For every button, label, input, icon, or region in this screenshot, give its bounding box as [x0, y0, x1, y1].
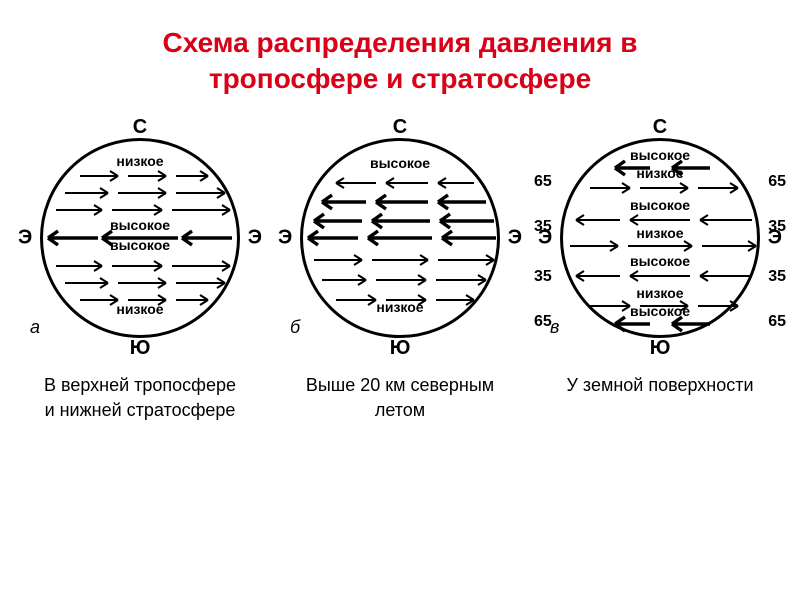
title-line1: Схема распределения давления в	[162, 27, 637, 58]
band-label-4: высокое	[630, 253, 690, 269]
diagram-б: С Ю Э Эб высокое низкое Выше 20 км северным лет…	[275, 118, 525, 423]
panel-letter: б	[290, 317, 300, 338]
deg-label-7: 65	[768, 313, 786, 331]
band-label-1: низкое	[636, 165, 683, 181]
circle-svg: высокое низкое высокое низкое высокое низкое в…	[560, 138, 760, 338]
deg-label-1: 65	[768, 173, 786, 191]
caption-line1: У земной поверхности	[566, 375, 753, 395]
cardinal-N: С	[653, 116, 667, 139]
title-line2: тропосфере и стратосфере	[209, 63, 591, 94]
deg-label-4: 35	[534, 268, 552, 286]
caption-line2: летом	[375, 400, 425, 420]
caption-line1: Выше 20 км северным	[306, 375, 494, 395]
circle-wrap: С Ю Э Эб высокое низкое	[280, 118, 520, 358]
deg-label-2: 35	[534, 218, 552, 236]
deg-label-0: 65	[534, 173, 552, 191]
cardinal-S: Ю	[130, 337, 151, 360]
diagram-в: СЮЭЭ6565353535356565ввысокоенизкоевысоко…	[535, 118, 785, 423]
diagram-а: С Ю Э Эа низкое высокое высокое низкое В верхней…	[15, 118, 265, 423]
band-label-6: высокое	[630, 303, 690, 319]
cardinal-W: Э	[278, 226, 292, 249]
band-label-5: низкое	[376, 299, 423, 315]
cardinal-S: Ю	[650, 337, 671, 360]
circle-svg: высокое низкое	[300, 138, 500, 338]
circle-wrap: СЮЭЭ6565353535356565ввысокоенизкоевысоко…	[540, 118, 780, 358]
circle-wrap: С Ю Э Эа низкое высокое высокое низкое	[20, 118, 260, 358]
circle-svg: низкое высокое высокое низкое	[40, 138, 240, 338]
cardinal-W: Э	[18, 226, 32, 249]
band-label-5: низкое	[116, 301, 163, 317]
cardinal-S: Ю	[390, 337, 411, 360]
band-label-2: высокое	[110, 217, 170, 233]
band-label-3: низкое	[636, 225, 683, 241]
band-label-3: высокое	[110, 237, 170, 253]
panel-letter: в	[550, 317, 559, 338]
panel-letter: а	[30, 317, 40, 338]
caption: В верхней тропосфере и нижней стратосфере	[44, 373, 236, 423]
caption-line2: и нижней стратосфере	[45, 400, 236, 420]
cardinal-E: Э	[248, 226, 262, 249]
band-label-0: низкое	[116, 153, 163, 169]
deg-label-3: 35	[768, 218, 786, 236]
band-label-0: высокое	[630, 147, 690, 163]
caption: У земной поверхности	[566, 373, 753, 398]
band-label-0: высокое	[370, 155, 430, 171]
cardinal-E: Э	[508, 226, 522, 249]
deg-label-5: 35	[768, 268, 786, 286]
band-label-5: низкое	[636, 285, 683, 301]
caption-line1: В верхней тропосфере	[44, 375, 236, 395]
caption: Выше 20 км северным летом	[306, 373, 494, 423]
band-label-2: высокое	[630, 197, 690, 213]
page-title: Схема распределения давления в тропосфер…	[0, 0, 800, 108]
cardinal-N: С	[133, 116, 147, 139]
diagrams-row: СЮЭЭанизкоевысокоевысокоенизкоеВ верхней…	[0, 108, 800, 423]
cardinal-N: С	[393, 116, 407, 139]
